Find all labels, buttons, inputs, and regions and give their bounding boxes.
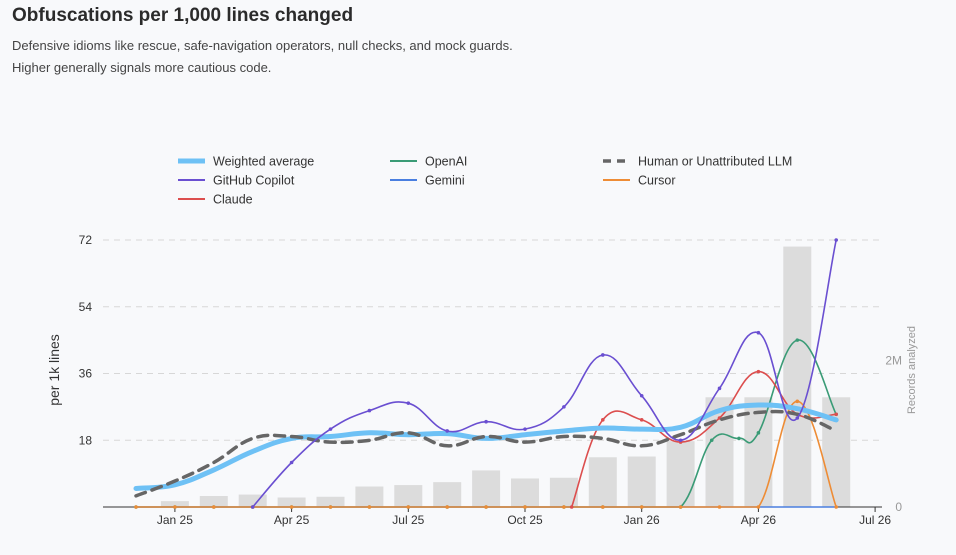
data-point-cursor	[367, 505, 372, 509]
data-point-cursor	[639, 505, 644, 509]
legend-item-github-copilot[interactable]: GitHub Copilot	[178, 174, 295, 188]
data-point-cursor	[834, 505, 838, 509]
data-point-github-copilot	[601, 353, 605, 357]
data-point-github-copilot	[756, 330, 761, 335]
record-bar	[394, 485, 423, 507]
legend-item-openai[interactable]: OpenAI	[390, 155, 467, 169]
series-lines	[133, 238, 839, 509]
x-tick-label: Jan 25	[157, 513, 193, 527]
data-point-openai	[709, 438, 714, 443]
legend-label: Cursor	[638, 174, 676, 188]
data-point-claude	[834, 412, 838, 417]
data-point-cursor	[601, 505, 605, 509]
legend-label: Gemini	[425, 174, 465, 188]
legend-label: Human or Unattributed LLM	[638, 155, 792, 169]
x-tick-label: Oct 25	[507, 513, 543, 527]
x-tick-label: Jul 26	[859, 513, 891, 527]
legend-label: OpenAI	[425, 155, 467, 169]
data-point-github-copilot	[328, 427, 333, 431]
data-point-github-copilot	[445, 429, 450, 433]
data-point-cursor	[484, 505, 488, 509]
legend-label: Claude	[213, 193, 253, 207]
record-bar	[355, 486, 384, 507]
data-point-cursor	[523, 505, 527, 509]
record-bars	[160, 246, 851, 507]
y-tick-label: 54	[79, 300, 93, 314]
data-point-claude	[756, 369, 761, 374]
data-point-claude	[717, 416, 722, 420]
legend-item-claude[interactable]: Claude	[178, 193, 253, 207]
data-point-github-copilot	[562, 405, 566, 409]
y2-tick-label: 0	[895, 500, 902, 514]
data-point-claude	[569, 505, 574, 509]
record-bar	[744, 397, 773, 507]
chart-subtitle: Defensive idioms like rescue, safe-navig…	[12, 38, 513, 53]
data-point-cursor	[795, 399, 800, 404]
record-bar	[511, 478, 539, 507]
legend-item-gemini[interactable]: Gemini	[390, 174, 465, 188]
series-line-github-copilot	[251, 239, 837, 508]
legend-label: GitHub Copilot	[213, 174, 295, 188]
y2-axis-label: Records analyzed	[906, 326, 918, 414]
data-point-github-copilot	[795, 416, 800, 420]
data-point-github-copilot	[289, 460, 294, 465]
data-point-cursor	[678, 505, 683, 509]
data-point-cursor	[756, 505, 761, 509]
x-tick-label: Apr 26	[741, 513, 777, 527]
data-point-github-copilot	[717, 386, 722, 391]
data-point-cursor	[328, 505, 333, 509]
data-point-cursor	[562, 505, 566, 509]
legend-item-human-or-unattributed-llm[interactable]: Human or Unattributed LLM	[603, 155, 792, 169]
x-tick-label: Apr 25	[274, 513, 310, 527]
chart-title: Obfuscations per 1,000 lines changed	[12, 5, 354, 26]
record-bar	[472, 470, 501, 507]
legend-item-cursor[interactable]: Cursor	[603, 174, 676, 188]
series-line-cursor	[135, 400, 837, 508]
x-tick-label: Jul 25	[392, 513, 424, 527]
legend-label: Weighted average	[213, 155, 314, 169]
data-point-cursor	[445, 505, 450, 509]
series-line-weighted-average	[133, 402, 839, 491]
data-point-cursor	[406, 505, 411, 509]
record-bar	[199, 496, 228, 507]
data-point-github-copilot	[250, 505, 255, 509]
record-bar	[783, 246, 812, 507]
data-point-github-copilot	[523, 427, 527, 431]
data-point-github-copilot	[639, 393, 644, 398]
data-point-openai	[737, 436, 741, 441]
y2-tick-label: 2M	[885, 354, 902, 368]
data-point-claude	[639, 418, 644, 422]
record-bar	[588, 457, 617, 507]
data-point-github-copilot	[484, 419, 488, 424]
legend-item-weighted-average[interactable]: Weighted average	[178, 155, 314, 169]
record-bar	[160, 501, 189, 507]
legend[interactable]: Weighted average OpenAI Human or Unattribu…	[178, 155, 792, 207]
data-point-github-copilot	[834, 238, 838, 242]
record-bar	[316, 496, 345, 507]
data-point-cursor	[134, 505, 138, 509]
data-point-cursor	[212, 505, 216, 509]
x-tick-label: Jan 26	[624, 513, 660, 527]
data-point-github-copilot	[406, 401, 411, 405]
y-tick-label: 36	[79, 367, 93, 381]
record-bar	[627, 456, 656, 507]
data-point-github-copilot	[367, 408, 372, 413]
record-bar	[433, 482, 462, 507]
data-point-github-copilot	[678, 438, 683, 443]
record-bar	[277, 497, 306, 507]
chart-subtitle-second-line: Higher generally signals more cautious c…	[12, 60, 272, 75]
data-point-openai	[795, 338, 800, 342]
y-axis-label: per 1k lines	[46, 334, 62, 406]
data-point-cursor	[289, 505, 294, 509]
data-point-cursor	[717, 505, 722, 509]
y-tick-label: 72	[79, 233, 93, 247]
y-tick-label: 18	[79, 433, 93, 447]
data-point-cursor	[173, 505, 177, 509]
data-point-openai	[756, 431, 761, 435]
record-bar	[666, 441, 695, 507]
series-line-human-or-unattributed-llm	[134, 409, 838, 498]
data-point-claude	[601, 418, 605, 422]
